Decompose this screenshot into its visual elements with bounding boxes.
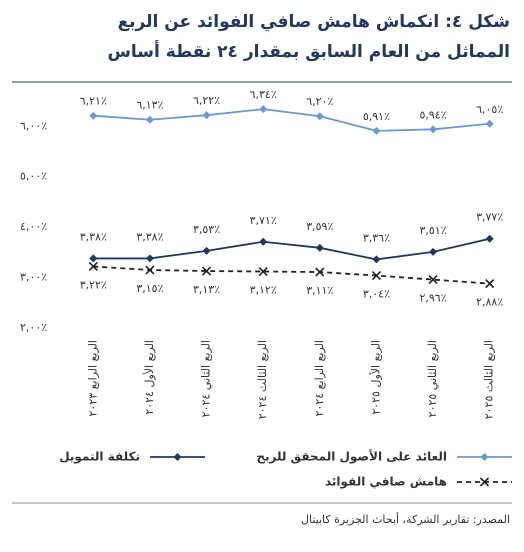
data-label: ٦,٢١٪ bbox=[80, 95, 107, 108]
legend-marker bbox=[479, 477, 490, 487]
data-label: ٣,١٢٪ bbox=[250, 284, 277, 297]
x-tick-label: الربع الثالث ٢٠٢٥ bbox=[483, 340, 496, 419]
data-label: ٦,٢٢٪ bbox=[193, 94, 220, 107]
legend-marker bbox=[173, 453, 182, 461]
data-label: ٦,٠٥٪ bbox=[476, 103, 503, 116]
y-tick-label: ٣,٠٠٪ bbox=[20, 271, 47, 284]
x-tick-label: الربع الثاني ٢٠٢٤ bbox=[200, 340, 213, 417]
marker bbox=[259, 237, 268, 246]
marker bbox=[201, 266, 212, 276]
data-label: ٦,٣٤٪ bbox=[250, 88, 277, 101]
marker bbox=[372, 126, 381, 135]
series-line bbox=[93, 108, 490, 132]
marker bbox=[429, 125, 438, 134]
x-tick-label: الربع الرابع ٢٠٢٣ bbox=[86, 340, 99, 416]
marker bbox=[315, 243, 324, 252]
marker bbox=[371, 270, 382, 281]
data-label: ٦,٢٠٪ bbox=[306, 95, 333, 108]
data-label: ٣,١٣٪ bbox=[193, 283, 220, 296]
x-tick-label: الربع الرابع ٢٠٢٤ bbox=[313, 340, 326, 416]
data-label: ٣,٣٨٪ bbox=[80, 230, 107, 243]
y-tick-label: ٦,٠٠٪ bbox=[20, 119, 47, 132]
marker bbox=[202, 246, 211, 255]
data-label: ٣,٣٦٪ bbox=[363, 231, 390, 244]
legend-label: تكلفة التمويل bbox=[59, 450, 140, 465]
x-tick-label: الربع الثاني ٢٠٢٥ bbox=[426, 340, 439, 417]
marker bbox=[258, 266, 268, 277]
data-label: ٣,٢٢٪ bbox=[80, 278, 107, 291]
marker bbox=[485, 234, 494, 243]
marker bbox=[429, 247, 438, 256]
y-tick-label: ٤,٠٠٪ bbox=[20, 220, 47, 233]
marker bbox=[145, 265, 155, 275]
marker bbox=[428, 275, 438, 285]
data-label: ٣,١١٪ bbox=[306, 284, 333, 297]
series-line bbox=[93, 265, 490, 285]
data-label: ٣,١٥٪ bbox=[136, 282, 163, 295]
marker bbox=[89, 254, 98, 263]
data-label: ٣,٣٨٪ bbox=[136, 230, 163, 243]
data-label: ٥,٩١٪ bbox=[363, 110, 390, 123]
marker bbox=[315, 112, 324, 121]
marker bbox=[485, 279, 495, 289]
marker bbox=[485, 119, 494, 128]
data-label: ٣,٥٩٪ bbox=[306, 220, 333, 233]
legend-label: هامش صافي الفوائد bbox=[325, 475, 447, 490]
data-label: ٦,١٣٪ bbox=[136, 99, 163, 112]
legend-marker bbox=[480, 453, 489, 461]
marker bbox=[89, 111, 98, 120]
legend-label: العائد على الأصول المحقق للربح bbox=[256, 449, 447, 465]
chart-title: شكل ٤: انكماش هامش صافي الفوائد عن الربع bbox=[118, 12, 510, 32]
series-line bbox=[93, 237, 490, 261]
data-label: ٥,٩٤٪ bbox=[419, 108, 446, 121]
data-label: ٢,٩٦٪ bbox=[419, 292, 446, 305]
marker bbox=[202, 111, 211, 120]
marker bbox=[145, 115, 154, 124]
data-label: ٢,٨٨٪ bbox=[476, 296, 503, 309]
chart-title: المماثل من العام السابق بمقدار ٢٤ نقطة أ… bbox=[107, 40, 510, 62]
y-tick-label: ٢,٠٠٪ bbox=[20, 321, 47, 334]
marker bbox=[372, 255, 381, 264]
data-label: ٣,٠٤٪ bbox=[363, 288, 390, 301]
data-label: ٣,٥١٪ bbox=[419, 224, 446, 237]
x-tick-label: الربع الأول ٢٠٢٤ bbox=[142, 340, 156, 415]
x-tick-label: الربع الثالث ٢٠٢٤ bbox=[256, 340, 269, 419]
data-label: ٣,٥٣٪ bbox=[193, 223, 220, 236]
marker bbox=[145, 254, 154, 263]
x-tick-label: الربع الأول ٢٠٢٥ bbox=[368, 340, 382, 415]
marker bbox=[88, 261, 98, 272]
data-label: ٣,٧٧٪ bbox=[476, 211, 503, 224]
marker bbox=[315, 267, 325, 277]
marker bbox=[259, 105, 268, 114]
source: المصدر: تقارير الشركة، أبحاث الجزيرة كاب… bbox=[301, 512, 510, 526]
data-label: ٣,٧١٪ bbox=[250, 214, 277, 227]
y-tick-label: ٥,٠٠٪ bbox=[20, 170, 47, 183]
